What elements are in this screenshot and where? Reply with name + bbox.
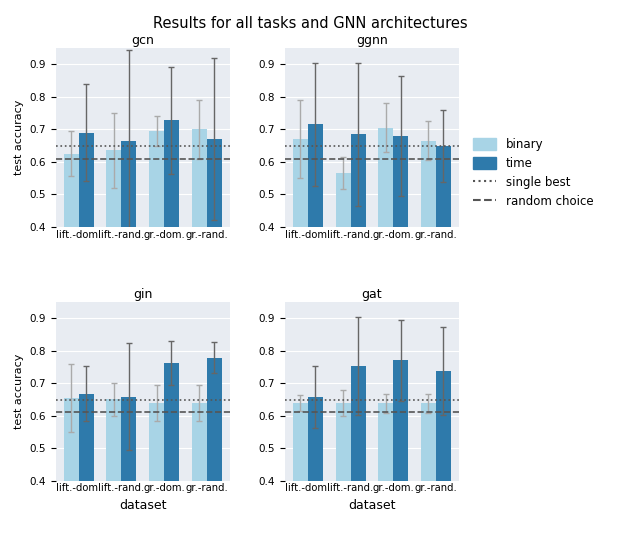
Bar (421, 140, 436, 357)
Bar (164, 363, 179, 534)
Text: Results for all tasks and GNN architectures: Results for all tasks and GNN architectu… (153, 16, 467, 31)
Bar (350, 134, 366, 357)
Bar (64, 154, 79, 357)
Bar (293, 403, 308, 534)
Bar (393, 360, 408, 534)
Bar (192, 129, 206, 357)
Bar (206, 139, 221, 357)
Bar (64, 398, 79, 534)
Bar (149, 131, 164, 357)
Bar (293, 139, 308, 357)
Bar (350, 366, 366, 534)
Title: gat: gat (361, 288, 383, 301)
Bar (107, 151, 122, 357)
X-axis label: dataset: dataset (348, 499, 396, 512)
Title: ggnn: ggnn (356, 34, 388, 47)
Bar (192, 403, 206, 534)
Bar (308, 397, 323, 534)
Bar (79, 132, 94, 357)
Title: gcn: gcn (131, 34, 154, 47)
X-axis label: dataset: dataset (119, 499, 166, 512)
Bar (436, 146, 451, 357)
Bar (149, 403, 164, 534)
Y-axis label: test accuracy: test accuracy (14, 100, 24, 175)
Title: gin: gin (133, 288, 153, 301)
Bar (335, 403, 350, 534)
Bar (421, 403, 436, 534)
Bar (436, 371, 451, 534)
Bar (206, 358, 221, 534)
Bar (107, 399, 122, 534)
Bar (122, 397, 136, 534)
Bar (393, 136, 408, 357)
Bar (335, 173, 350, 357)
Bar (308, 124, 323, 357)
Bar (378, 403, 393, 534)
Bar (378, 128, 393, 357)
Y-axis label: test accuracy: test accuracy (14, 354, 24, 429)
Bar (79, 394, 94, 534)
Legend: binary, time, single best, random choice: binary, time, single best, random choice (468, 134, 598, 213)
Bar (164, 120, 179, 357)
Bar (122, 140, 136, 357)
